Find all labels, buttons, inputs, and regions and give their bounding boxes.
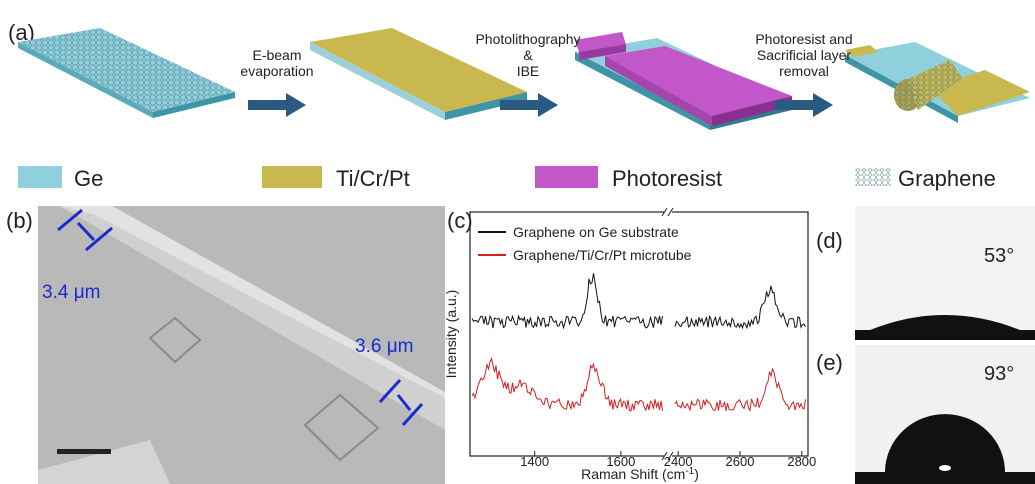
- panel-label: (c): [447, 208, 473, 233]
- panel-label: (d): [816, 228, 843, 253]
- x-tick-label: 2400: [664, 454, 693, 469]
- spectrum: [472, 359, 663, 412]
- contact-angle: 53°: [984, 245, 1014, 267]
- x-tick-label: 1600: [606, 454, 635, 469]
- step-label: E-beam: [252, 47, 301, 63]
- dimension-label: 3.4 μm: [42, 282, 100, 303]
- droplet-image: [855, 206, 1035, 340]
- figure: (a) Ge Ti/Cr/Pt Photoresist: [0, 0, 1035, 484]
- spectrum: [675, 369, 806, 411]
- y-axis-label: Intensity (a.u.): [443, 290, 459, 379]
- swatch: [535, 166, 598, 188]
- spectrum: [472, 273, 663, 328]
- step-label: Photolithography: [475, 31, 580, 47]
- x-axis-label-part: ): [694, 466, 699, 482]
- spectrum: [675, 286, 806, 328]
- panel-label: (e): [816, 350, 843, 375]
- legend-label: Ge: [74, 166, 103, 191]
- axis-break: [662, 208, 673, 460]
- swatch: [262, 166, 322, 188]
- swatch: [855, 168, 891, 186]
- swatch: [18, 166, 62, 188]
- slab-microtube: [845, 42, 1030, 123]
- panel-label: (b): [6, 208, 33, 233]
- x-tick-label: 1400: [520, 454, 549, 469]
- step-label: Sacrificial layer: [757, 47, 851, 63]
- legend-label: Graphene on Ge substrate: [513, 224, 679, 240]
- legend-label: Photoresist: [612, 166, 722, 191]
- x-tick-label: 2600: [726, 454, 755, 469]
- legend-label: Ti/Cr/Pt: [336, 166, 410, 191]
- legend-label: Graphene/Ti/Cr/Pt microtube: [513, 247, 692, 263]
- step-label: evaporation: [240, 63, 313, 79]
- dimension-label: 3.6 μm: [355, 336, 413, 357]
- step-label: IBE: [517, 63, 540, 79]
- step-label: &: [523, 47, 533, 63]
- step-label: removal: [779, 63, 829, 79]
- legend-label: Graphene: [898, 166, 996, 191]
- step-label: Photoresist and: [755, 31, 852, 47]
- x-tick-label: 2800: [787, 454, 816, 469]
- arrow: [248, 93, 306, 117]
- contact-angle: 93°: [984, 363, 1014, 385]
- slab-ge: [18, 28, 235, 118]
